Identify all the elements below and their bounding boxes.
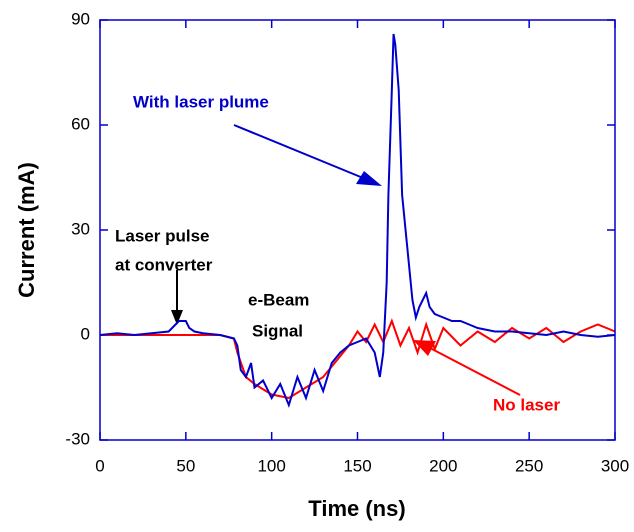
- y-tick-label: 60: [71, 114, 90, 133]
- annotation: at converter: [115, 255, 213, 274]
- annotation: With laser plume: [133, 92, 269, 111]
- x-tick-label: 150: [343, 456, 371, 475]
- series-line: [99, 33, 616, 408]
- x-tick-label: 50: [176, 456, 195, 475]
- y-tick-label: -30: [65, 429, 90, 448]
- annotation: Laser pulse: [115, 226, 210, 245]
- annotation: Signal: [252, 321, 303, 340]
- series-line: [100, 318, 616, 400]
- x-axis-label: Time (ns): [308, 496, 405, 521]
- x-tick-label: 300: [601, 456, 629, 475]
- y-tick-label: 30: [71, 219, 90, 238]
- x-tick-label: 100: [257, 456, 285, 475]
- annotation: No laser: [493, 395, 560, 414]
- x-tick-label: 250: [515, 456, 543, 475]
- plot-frame: [99, 19, 616, 441]
- x-tick-label: 200: [429, 456, 457, 475]
- y-axis-label: Current (mA): [14, 162, 39, 298]
- y-tick-label: 90: [71, 9, 90, 28]
- x-tick-label: 0: [95, 456, 104, 475]
- annotation: e-Beam: [248, 290, 309, 309]
- arrows: [171, 124, 521, 396]
- y-tick-label: 0: [81, 324, 90, 343]
